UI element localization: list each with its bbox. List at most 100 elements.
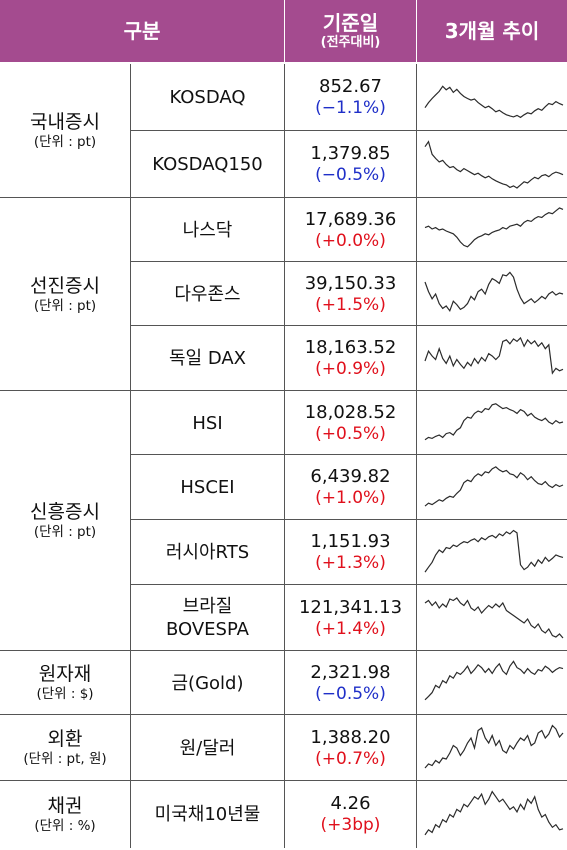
trend-sparkline <box>424 597 564 639</box>
index-name: 독일 DAX <box>131 326 284 391</box>
group-cell: 신흥증시 (단위 : pt) <box>0 391 130 651</box>
group-unit: (단위 : pt, 원) <box>23 751 107 767</box>
index-name-line: 브라질 <box>182 596 233 617</box>
weekly-change: (−0.5%) <box>315 683 386 704</box>
index-name: 나스닥 <box>131 198 284 262</box>
group-title: 원자재 <box>38 663 92 685</box>
index-value: 1,151.93 <box>310 531 391 552</box>
group-title: 채권 <box>47 794 83 817</box>
index-name: 금(Gold) <box>131 651 284 715</box>
trend-sparkline <box>424 271 564 313</box>
row-divider <box>131 519 567 520</box>
index-name: KOSDAQ <box>131 64 284 131</box>
trend-line <box>424 336 564 375</box>
index-value: 1,379.85 <box>310 143 391 164</box>
group-cell: 선진증시 (단위 : pt) <box>0 198 130 391</box>
group-unit: (단위 : pt) <box>33 297 97 314</box>
trend-line <box>424 529 564 573</box>
index-value: 121,341.13 <box>298 596 403 618</box>
trend-sparkline <box>424 85 564 119</box>
index-name: 러시아RTS <box>131 520 284 585</box>
index-value-cell: 4.26 (+3bp) <box>285 781 416 848</box>
index-name-line: 원/달러 <box>179 737 236 759</box>
weekly-change: (+1.3%) <box>315 553 386 573</box>
trend-line <box>424 466 564 507</box>
index-name-line: 독일 DAX <box>168 348 247 369</box>
row-divider <box>131 584 567 585</box>
index-value: 18,163.52 <box>304 337 397 358</box>
row-divider <box>0 714 567 715</box>
trend-line <box>424 140 564 189</box>
group-cell: 외환 (단위 : pt, 원) <box>0 715 130 781</box>
weekly-change: (+0.5%) <box>315 423 386 444</box>
weekly-change: (−0.5%) <box>315 165 386 185</box>
trend-sparkline <box>424 660 564 701</box>
trend-sparkline <box>424 403 564 441</box>
weekly-change: (+0.7%) <box>315 748 386 769</box>
index-value-cell: 1,388.20 (+0.7%) <box>285 715 416 781</box>
header-category: 구분 <box>0 0 284 62</box>
index-name: HSI <box>131 391 284 455</box>
index-name-line: 다우존스 <box>174 283 241 305</box>
index-value-cell: 1,151.93 (+1.3%) <box>285 520 416 585</box>
column-divider <box>284 64 285 848</box>
group-title: 선진증시 <box>30 274 100 297</box>
index-name-line: 미국채10년물 <box>154 804 261 825</box>
trend-sparkline <box>424 336 564 375</box>
group-title: 신흥증시 <box>30 501 100 523</box>
group-unit: (단위 : pt) <box>33 524 97 540</box>
group-unit: (단위 : pt) <box>33 134 97 150</box>
row-divider <box>131 454 567 455</box>
row-divider <box>131 261 567 262</box>
index-value: 6,439.82 <box>310 466 391 487</box>
index-name: 브라질 BOVESPA <box>131 585 284 651</box>
group-title: 국내증시 <box>30 111 100 133</box>
header-category-label: 구분 <box>123 19 161 43</box>
row-divider <box>0 650 567 651</box>
group-unit: (단위 : $) <box>36 686 94 702</box>
index-name-line: HSI <box>192 412 223 434</box>
index-name: 미국채10년물 <box>131 781 284 848</box>
trend-line <box>424 660 564 701</box>
index-value-cell: 18,028.52 (+0.5%) <box>285 391 416 455</box>
header-base-date-label: 기준일 <box>322 11 379 35</box>
header-trend: 3개월 추이 <box>417 0 567 62</box>
index-name: HSCEI <box>131 455 284 520</box>
index-name-line: KOSDAQ150 <box>152 154 263 175</box>
trend-line <box>424 403 564 441</box>
group-cell: 원자재 (단위 : $) <box>0 651 130 715</box>
index-value-cell: 18,163.52 (+0.9%) <box>285 326 416 391</box>
trend-sparkline <box>424 207 564 248</box>
index-value: 2,321.98 <box>310 661 391 683</box>
index-value-cell: 17,689.36 (+0.0%) <box>285 198 416 262</box>
weekly-change: (+1.0%) <box>315 488 386 508</box>
weekly-change: (+0.0%) <box>315 230 386 251</box>
index-name: 원/달러 <box>131 715 284 781</box>
trend-sparkline <box>424 724 564 769</box>
column-divider <box>416 64 417 848</box>
index-value-cell: 39,150.33 (+1.5%) <box>285 262 416 326</box>
index-value: 4.26 <box>330 793 371 814</box>
header-base-date: 기준일 (전주대비) <box>285 0 416 62</box>
weekly-change: (+0.9%) <box>315 359 386 379</box>
weekly-change: (+1.5%) <box>315 294 386 315</box>
index-name-line: 러시아RTS <box>165 542 250 563</box>
group-cell: 채권 (단위 : %) <box>0 781 130 848</box>
row-divider <box>131 325 567 326</box>
index-value-cell: 121,341.13 (+1.4%) <box>285 585 416 651</box>
trend-sparkline <box>424 466 564 507</box>
index-name-line: KOSDAQ <box>169 87 246 108</box>
index-value-cell: 6,439.82 (+1.0%) <box>285 455 416 520</box>
index-name: KOSDAQ150 <box>131 131 284 198</box>
weekly-change: (+3bp) <box>320 815 381 835</box>
group-unit: (단위 : %) <box>34 817 96 834</box>
trend-sparkline <box>424 790 564 836</box>
header-base-date-sub: (전주대비) <box>320 35 381 50</box>
column-divider <box>130 64 131 848</box>
index-value: 39,150.33 <box>304 272 397 294</box>
group-cell: 국내증시 (단위 : pt) <box>0 64 130 198</box>
trend-sparkline <box>424 140 564 189</box>
weekly-change: (−1.1%) <box>315 98 386 118</box>
index-value: 852.67 <box>319 76 382 97</box>
